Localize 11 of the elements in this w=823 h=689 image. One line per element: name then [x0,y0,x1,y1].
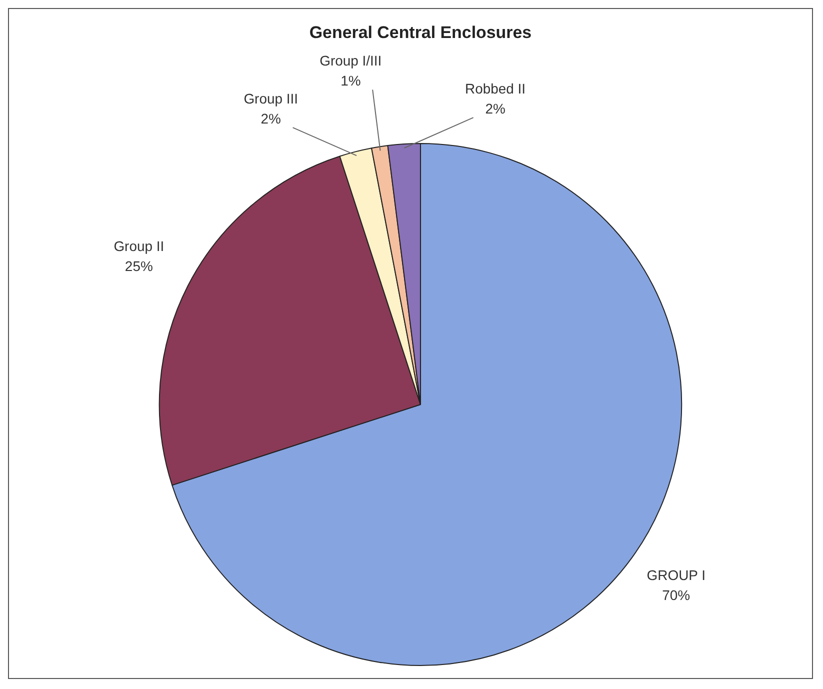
data-label: 25% [124,258,153,274]
slice-label: Group II [114,238,164,254]
data-label: 2% [485,100,506,117]
data-label: 2% [260,110,281,127]
slice-label: Group III [244,90,298,107]
slice-label: Group I/III [320,52,382,69]
chart-title: General Central Enclosures [309,22,532,42]
data-label: 1% [340,72,361,89]
slice-label: GROUP I [646,567,706,584]
data-label: 70% [662,587,690,604]
slice-label: Robbed II [465,80,526,97]
